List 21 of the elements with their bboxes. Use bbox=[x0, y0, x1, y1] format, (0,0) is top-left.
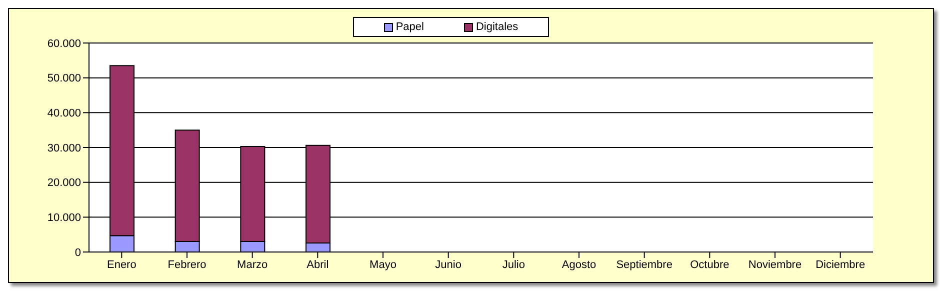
x-tick-label: Abril bbox=[306, 258, 329, 271]
y-tick-label: 40.000 bbox=[47, 108, 81, 120]
x-tick-label: Mayo bbox=[370, 258, 396, 271]
y-tick-label: 10.000 bbox=[47, 212, 81, 224]
x-tick-label: Diciembre bbox=[816, 258, 866, 271]
x-tick-label: Febrero bbox=[168, 258, 206, 271]
y-tick-label: 50.000 bbox=[47, 72, 81, 85]
legend-label: Digitales bbox=[474, 21, 518, 33]
x-tick-label: Julio bbox=[502, 258, 525, 271]
y-tick-label: 20.000 bbox=[47, 177, 81, 190]
y-tick-label: 60.000 bbox=[47, 38, 81, 50]
y-tick-label: 30.000 bbox=[47, 142, 81, 154]
x-tick-label: Noviembre bbox=[748, 258, 802, 271]
legend-label: Papel bbox=[394, 21, 424, 33]
x-tick-label: Octubre bbox=[690, 258, 730, 271]
y-tick-label: 0 bbox=[74, 246, 81, 259]
x-tick-label: Enero bbox=[106, 258, 136, 271]
x-tick-label: Agosto bbox=[562, 258, 596, 271]
x-tick-label: Septiembre bbox=[616, 258, 672, 271]
x-tick-label: Marzo bbox=[237, 258, 268, 271]
x-tick-label: Junio bbox=[435, 258, 462, 271]
